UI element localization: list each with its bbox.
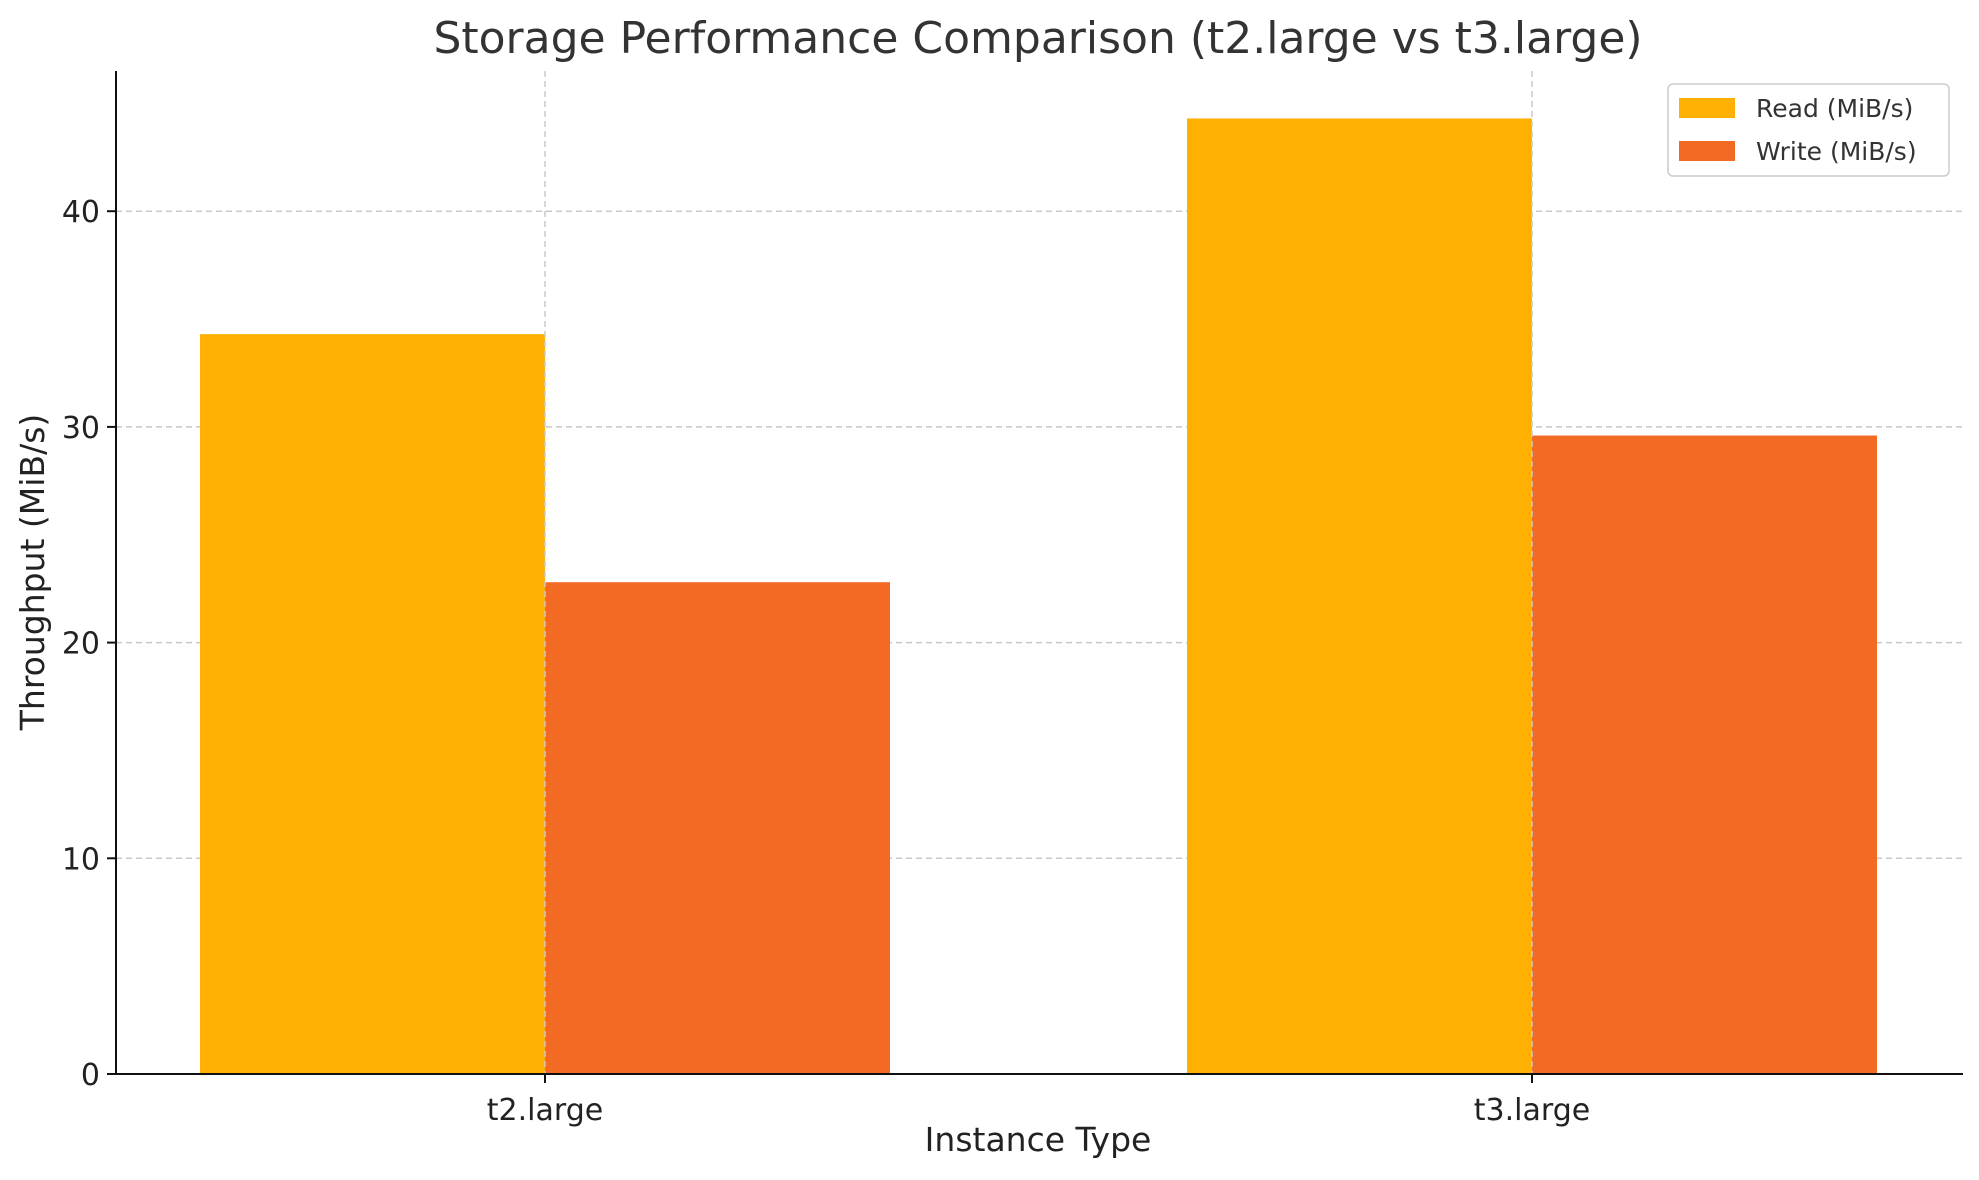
legend-swatch-write: [1679, 141, 1735, 161]
x-tick-label: t3.large: [1474, 1093, 1590, 1128]
y-tick-label: 40: [62, 195, 100, 230]
y-tick-label: 20: [62, 627, 100, 662]
y-axis-label: Throughput (MiB/s): [13, 414, 52, 732]
legend: Read (MiB/s) Write (MiB/s): [1667, 83, 1950, 177]
y-tick-label: 0: [81, 1058, 100, 1093]
bar-write-t2-large: [545, 582, 890, 1074]
legend-swatch-read: [1679, 98, 1735, 118]
vertical-gridlines: [544, 71, 1533, 1074]
chart-title: Storage Performance Comparison (t2.large…: [433, 13, 1642, 64]
bars: [200, 118, 1877, 1075]
gridlines: [116, 210, 1963, 860]
x-axis-label: Instance Type: [925, 1120, 1152, 1159]
y-tick-label: 10: [62, 842, 100, 877]
x-tick-label: t2.large: [487, 1093, 603, 1128]
legend-label-read: Read (MiB/s): [1756, 94, 1913, 123]
bar-read-t3-large: [1187, 118, 1532, 1075]
y-tick-label: 30: [62, 411, 100, 446]
bar-write-t3-large: [1532, 435, 1877, 1074]
y-axis-ticks: 0 10 20 30 40: [62, 195, 116, 1093]
legend-box: [1667, 83, 1950, 177]
legend-label-write: Write (MiB/s): [1756, 137, 1917, 166]
bar-read-t2-large: [200, 334, 545, 1074]
x-axis-ticks: t2.large t3.large: [487, 1074, 1590, 1128]
